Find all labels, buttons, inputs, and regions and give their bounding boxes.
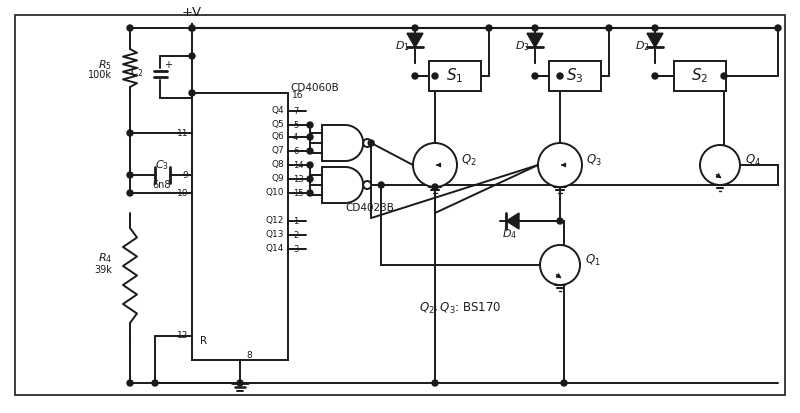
Circle shape — [652, 25, 658, 31]
Circle shape — [307, 134, 313, 140]
Text: 39k: 39k — [94, 265, 112, 275]
Text: 3: 3 — [293, 244, 298, 254]
Circle shape — [775, 25, 781, 31]
Text: CD4023B: CD4023B — [346, 203, 394, 213]
Text: $S_2$: $S_2$ — [691, 66, 709, 85]
Circle shape — [307, 148, 313, 154]
Circle shape — [557, 73, 563, 79]
Text: 7: 7 — [293, 107, 298, 116]
Circle shape — [237, 380, 243, 386]
Bar — [192, 93, 288, 360]
Text: $S_3$: $S_3$ — [566, 66, 584, 85]
Circle shape — [606, 25, 612, 31]
Circle shape — [307, 176, 313, 182]
Text: Q9: Q9 — [271, 175, 284, 183]
Circle shape — [127, 172, 133, 178]
Text: $Q_4$: $Q_4$ — [745, 152, 761, 168]
Circle shape — [152, 380, 158, 386]
Circle shape — [532, 73, 538, 79]
Circle shape — [368, 140, 374, 146]
Circle shape — [307, 122, 313, 128]
Circle shape — [700, 145, 740, 185]
Circle shape — [363, 139, 371, 147]
Text: 5: 5 — [293, 121, 298, 130]
Circle shape — [538, 143, 582, 187]
Text: 12: 12 — [177, 332, 188, 340]
Circle shape — [412, 25, 418, 31]
Text: Q14: Q14 — [266, 244, 284, 254]
Text: Q10: Q10 — [266, 188, 284, 197]
Text: $Q_2, Q_3$: BS170: $Q_2, Q_3$: BS170 — [418, 300, 502, 316]
Circle shape — [432, 184, 438, 190]
Circle shape — [307, 190, 313, 196]
Text: $S_1$: $S_1$ — [446, 66, 464, 85]
Circle shape — [652, 73, 658, 79]
Text: 8: 8 — [246, 351, 252, 361]
Text: Q4: Q4 — [271, 107, 284, 116]
Text: $D_2$: $D_2$ — [635, 39, 650, 53]
Text: Q6: Q6 — [271, 133, 284, 142]
Text: $R_4$: $R_4$ — [98, 251, 112, 265]
Text: 10: 10 — [177, 188, 188, 197]
Text: 1: 1 — [293, 216, 298, 225]
Text: 2: 2 — [293, 230, 298, 240]
Text: 14: 14 — [293, 161, 303, 169]
Circle shape — [363, 181, 371, 189]
Bar — [429, 61, 481, 91]
Bar — [674, 61, 726, 91]
Circle shape — [557, 218, 563, 224]
Text: Q7: Q7 — [271, 147, 284, 156]
Text: +: + — [164, 60, 172, 70]
Text: 16: 16 — [292, 90, 303, 100]
Circle shape — [413, 143, 457, 187]
Text: $C_3$: $C_3$ — [155, 158, 169, 172]
Text: 13: 13 — [293, 175, 304, 183]
Text: 9: 9 — [182, 171, 188, 180]
Circle shape — [189, 90, 195, 96]
Circle shape — [127, 25, 133, 31]
Text: +V: +V — [182, 5, 202, 19]
Circle shape — [412, 73, 418, 79]
Text: $C_2$: $C_2$ — [130, 65, 144, 79]
Circle shape — [127, 130, 133, 136]
Circle shape — [486, 25, 492, 31]
Polygon shape — [407, 33, 423, 47]
Text: Q12: Q12 — [266, 216, 284, 225]
Circle shape — [189, 25, 195, 31]
Text: $Q_1$: $Q_1$ — [585, 252, 601, 268]
Text: 6n8: 6n8 — [153, 180, 171, 190]
Circle shape — [432, 380, 438, 386]
Circle shape — [378, 182, 384, 188]
Text: $Q_3$: $Q_3$ — [586, 152, 602, 168]
Text: $D_3$: $D_3$ — [515, 39, 530, 53]
Polygon shape — [647, 33, 663, 47]
Circle shape — [189, 53, 195, 59]
Text: 6: 6 — [293, 147, 298, 156]
Text: Q5: Q5 — [271, 121, 284, 130]
Polygon shape — [506, 213, 519, 229]
Text: $D_4$: $D_4$ — [502, 227, 518, 241]
Text: $R_5$: $R_5$ — [98, 58, 112, 72]
Text: $Q_2$: $Q_2$ — [461, 152, 477, 168]
Bar — [549, 61, 601, 91]
Circle shape — [307, 162, 313, 168]
Text: 15: 15 — [293, 188, 303, 197]
Circle shape — [540, 245, 580, 285]
Text: Q13: Q13 — [266, 230, 284, 240]
Circle shape — [127, 380, 133, 386]
Text: $D_1$: $D_1$ — [395, 39, 410, 53]
Circle shape — [432, 73, 438, 79]
Circle shape — [561, 380, 567, 386]
Text: 100k: 100k — [88, 70, 112, 80]
Circle shape — [721, 73, 727, 79]
Text: R: R — [200, 336, 207, 346]
Text: Q8: Q8 — [271, 161, 284, 169]
Text: 11: 11 — [177, 128, 188, 138]
Polygon shape — [527, 33, 543, 47]
Circle shape — [127, 190, 133, 196]
Text: 4: 4 — [293, 133, 298, 142]
Circle shape — [532, 25, 538, 31]
Text: CD4060B: CD4060B — [290, 83, 338, 93]
